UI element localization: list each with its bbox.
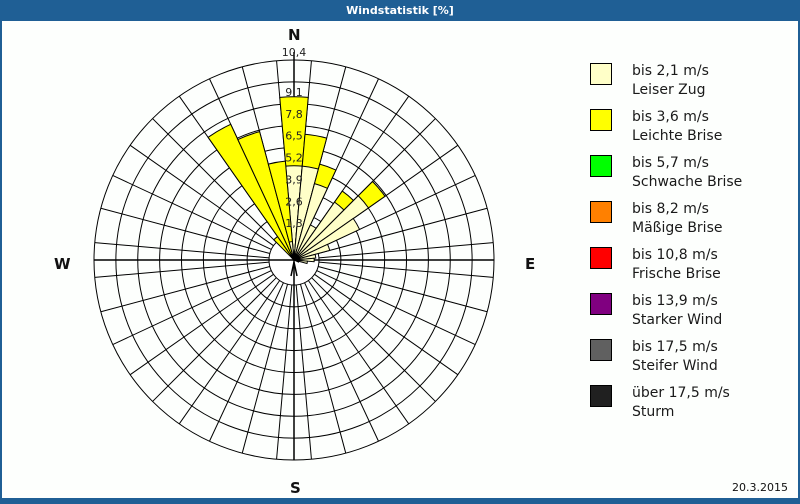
legend-label: Starker Wind [632, 312, 723, 328]
grid-spoke [318, 207, 488, 255]
direction-label-north: N [288, 26, 301, 44]
wind-sector [293, 253, 317, 261]
grid-spoke [311, 277, 436, 402]
grid-spoke [209, 282, 284, 442]
grid-spoke [304, 282, 379, 442]
window-title: Windstatistik [%] [0, 0, 800, 21]
grid-spoke [318, 242, 494, 259]
grid-spoke [295, 284, 312, 460]
north-arrow-icon [290, 261, 298, 277]
grid-spoke [129, 144, 274, 247]
grid-spoke [94, 242, 270, 259]
legend-item-sturm: über 17,5 m/s Sturm [590, 383, 790, 429]
grid-spoke [178, 280, 281, 425]
legend-range: bis 13,9 m/s [632, 293, 718, 309]
legend-label: Sturm [632, 404, 675, 420]
grid-spoke [316, 270, 476, 345]
wind-sector [293, 217, 361, 261]
radial-tick-label: 9,1 [285, 86, 303, 99]
legend-item-schwache-brise: bis 5,7 m/s Schwache Brise [590, 153, 790, 199]
legend-item-steifer-wind: bis 17,5 m/s Steifer Wind [590, 337, 790, 383]
grid-spoke [112, 270, 272, 345]
legend-range: bis 2,1 m/s [632, 63, 709, 79]
legend-swatch [590, 385, 612, 407]
legend-item-leichte-brise: bis 3,6 m/s Leichte Brise [590, 107, 790, 153]
legend-item-leiser-zug: bis 2,1 m/s Leiser Zug [590, 61, 790, 107]
wind-rose-plot: 1,3 2,6 3,9 5,2 6,5 7,8 9,1 10,4 [93, 46, 495, 461]
direction-label-south: S [290, 479, 301, 497]
legend-swatch [590, 63, 612, 85]
grid-spoke [152, 118, 277, 243]
legend-range: über 17,5 m/s [632, 385, 730, 401]
legend-label: Mäßige Brise [632, 220, 723, 236]
wind-sector [237, 130, 295, 261]
grid-spoke [276, 284, 293, 460]
grid-spoke [314, 273, 459, 376]
grid-spoke [307, 280, 410, 425]
wind-sector [288, 241, 295, 261]
wind-sector [293, 243, 331, 261]
legend-item-frische-brise: bis 10,8 m/s Frische Brise [590, 245, 790, 291]
grid-spoke [299, 284, 347, 454]
legend-label: Leiser Zug [632, 82, 706, 98]
wind-sector [207, 123, 295, 261]
legend-item-starker-wind: bis 13,9 m/s Starker Wind [590, 291, 790, 337]
legend-item-maessige-brise: bis 8,2 m/s Mäßige Brise [590, 199, 790, 245]
grid-spoke [100, 265, 270, 313]
radial-tick-label: 6,5 [285, 130, 303, 143]
legend-swatch [590, 155, 612, 177]
grid-spoke [318, 265, 488, 313]
legend-label: Steifer Wind [632, 358, 718, 374]
wind-rose-chart: 1,3 2,6 3,9 5,2 6,5 7,8 9,1 10,4 N E S W bis 2,… [0, 21, 800, 500]
legend-range: bis 5,7 m/s [632, 155, 709, 171]
radial-tick-label: 5,2 [285, 152, 303, 165]
radial-tick-label: 2,6 [285, 195, 303, 208]
date-stamp: 20.3.2015 [732, 481, 788, 494]
legend: bis 2,1 m/s Leiser Zug bis 3,6 m/s Leich… [590, 61, 790, 429]
legend-swatch [590, 339, 612, 361]
legend-range: bis 10,8 m/s [632, 247, 718, 263]
radial-tick-label: 7,8 [285, 108, 303, 121]
legend-range: bis 8,2 m/s [632, 201, 709, 217]
legend-swatch [590, 247, 612, 269]
radial-tick-label: 1,3 [285, 217, 303, 230]
grid-spoke [94, 261, 270, 278]
legend-label: Leichte Brise [632, 128, 723, 144]
grid-spoke [318, 261, 494, 278]
wind-sector [293, 195, 370, 261]
radial-tick-label: 10,4 [282, 46, 307, 59]
wind-sector [293, 257, 315, 263]
legend-swatch [590, 293, 612, 315]
direction-label-east: E [525, 255, 536, 273]
legend-range: bis 3,6 m/s [632, 109, 709, 125]
legend-swatch [590, 201, 612, 223]
wind-sector [293, 259, 300, 263]
wind-sector [267, 160, 295, 261]
radial-tick-label: 3,9 [285, 173, 303, 186]
legend-swatch [590, 109, 612, 131]
legend-range: bis 17,5 m/s [632, 339, 718, 355]
grid-spoke [152, 277, 277, 402]
grid-spoke [241, 284, 289, 454]
legend-label: Schwache Brise [632, 174, 743, 190]
legend-label: Frische Brise [632, 266, 721, 282]
direction-label-west: W [54, 255, 71, 273]
grid-spoke [112, 175, 272, 250]
grid-spoke [100, 207, 270, 255]
grid-spoke [129, 273, 274, 376]
